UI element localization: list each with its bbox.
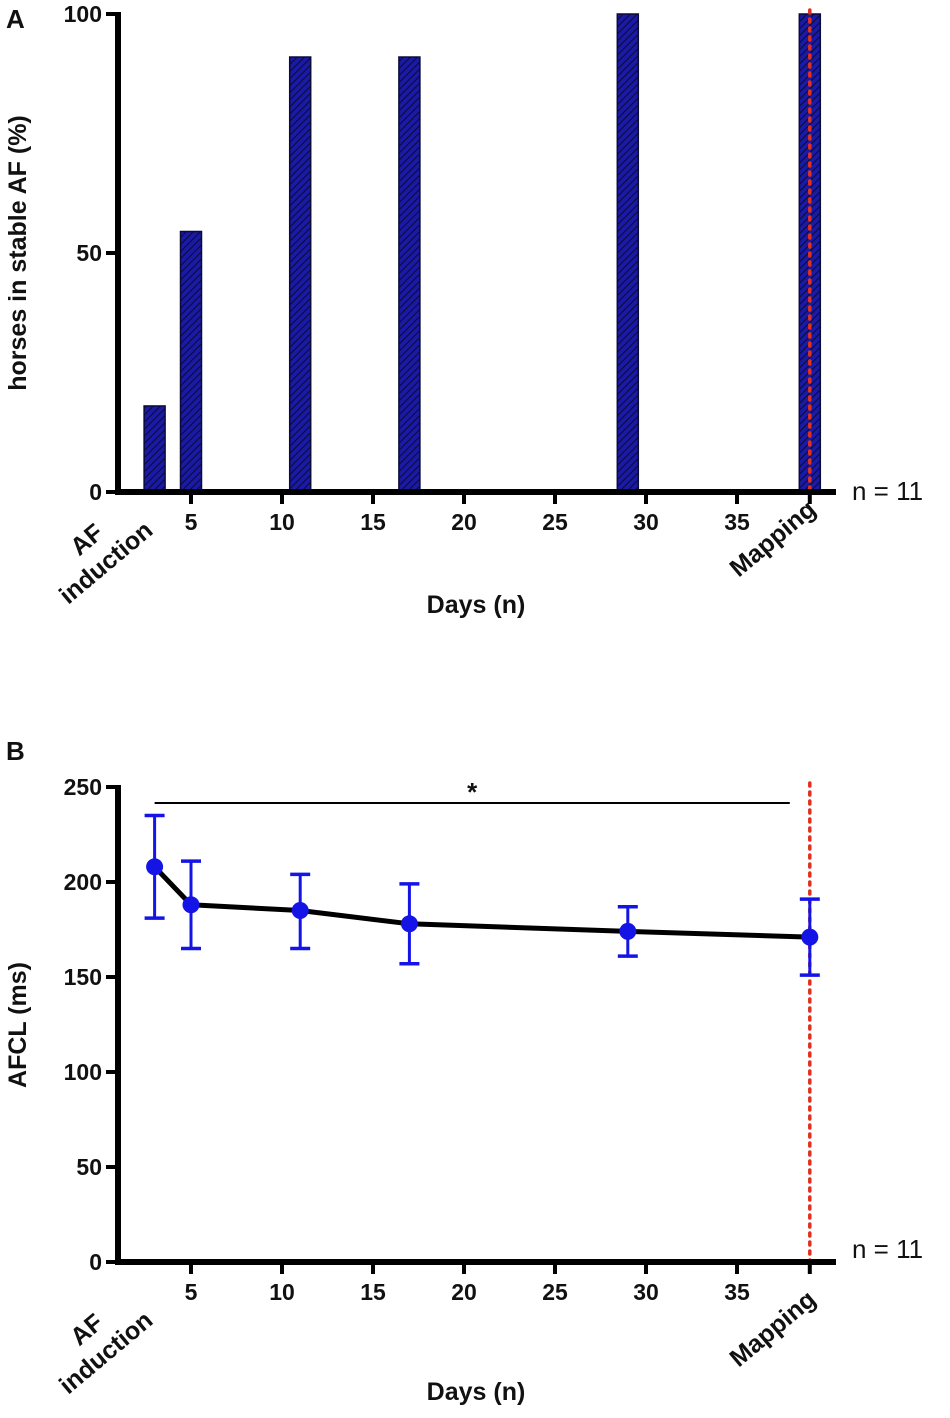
bar-day-3: [143, 405, 166, 493]
panel-a-axes: [115, 12, 836, 495]
panel-a-af-induction-label: AF induction: [54, 516, 158, 610]
panel-a-y-ticks: 0 50 100: [64, 1, 118, 505]
panel-a-x-tick-label: 5: [185, 509, 198, 535]
panel-b-y-tick-label: 100: [64, 1059, 102, 1085]
bar-day-29: [616, 13, 640, 493]
bar-day-17: [398, 56, 421, 493]
panel-a-x-axis-label: Days (n): [427, 591, 526, 619]
panel-a-x-tick-label: 35: [724, 509, 750, 535]
panel-a-x-tick-label: 30: [633, 509, 659, 535]
panel-b-y-tick-label: 250: [64, 774, 102, 800]
panel-b-y-tick-label: 50: [76, 1154, 102, 1180]
panel-b-x-axis-label: Days (n): [427, 1378, 526, 1406]
panel-b-y-axis-label: AFCL (ms): [4, 962, 32, 1088]
data-point-day-29: [619, 922, 637, 940]
panel-a-bars: [143, 13, 822, 493]
panel-a-x-tick-label: 20: [451, 509, 477, 535]
panel-b-af-induction-label: AF induction: [54, 1306, 158, 1400]
panel-a-chart: A 0 50 100 5 10 15 20 25 30 35 horses in stable …: [4, 1, 923, 619]
panel-b-x-tick-label: 15: [360, 1279, 386, 1305]
panel-b-x-tick-label: 25: [542, 1279, 568, 1305]
panel-a-y-axis-label: horses in stable AF (%): [4, 115, 32, 391]
panel-b-x-tick-label: 30: [633, 1279, 659, 1305]
data-point-day-3: [146, 858, 164, 876]
panel-a-x-tick-label: 15: [360, 509, 386, 535]
panel-a-x-tick-label: 10: [269, 509, 295, 535]
panel-b-x-tick-label: 35: [724, 1279, 750, 1305]
panel-b-y-tick-label: 200: [64, 869, 102, 895]
panel-a-y-tick-label: 0: [89, 479, 102, 505]
panel-b-axes: [115, 785, 836, 1265]
panel-a-x-tick-label: 25: [542, 509, 568, 535]
panel-b-x-ticks: 5 10 15 20 25 30 35: [185, 1262, 812, 1305]
panel-a-y-tick-label: 50: [76, 240, 102, 266]
panel-b-series: [144, 813, 820, 977]
data-point-day-39: [801, 928, 819, 946]
bar-day-5: [179, 230, 203, 493]
panel-b-x-tick-label: 10: [269, 1279, 295, 1305]
panel-a-y-tick-label: 100: [64, 1, 102, 27]
data-point-day-5: [182, 896, 200, 914]
panel-b-y-tick-label: 150: [64, 964, 102, 990]
panel-b-significance: *: [154, 777, 790, 807]
data-point-day-17: [400, 915, 418, 933]
bar-day-11: [288, 56, 312, 493]
panel-b-induction-label: induction: [54, 1306, 158, 1400]
mean-afcl-line: [152, 865, 810, 940]
panel-a-induction-label: induction: [54, 516, 158, 610]
panel-a-x-ticks: 5 10 15 20 25 30 35: [185, 492, 812, 535]
panel-a-n-label: n = 11: [852, 476, 923, 506]
panel-b-label: B: [6, 736, 25, 766]
panel-b-x-tick-label: 5: [185, 1279, 198, 1305]
panel-a-label: A: [6, 4, 25, 34]
data-point-day-11: [291, 902, 309, 919]
panel-b-n-label: n = 11: [852, 1234, 923, 1264]
panel-b-x-tick-label: 20: [451, 1279, 477, 1305]
panel-b-chart: B * 0 50 100 150 200 250 5 10 15 20 25 30 35 AFCL (…: [4, 736, 923, 1406]
panel-b-y-tick-label: 0: [89, 1249, 102, 1275]
panel-b-significance-star: *: [467, 777, 478, 807]
panel-b-y-ticks: 0 50 100 150 200 250: [64, 774, 118, 1275]
